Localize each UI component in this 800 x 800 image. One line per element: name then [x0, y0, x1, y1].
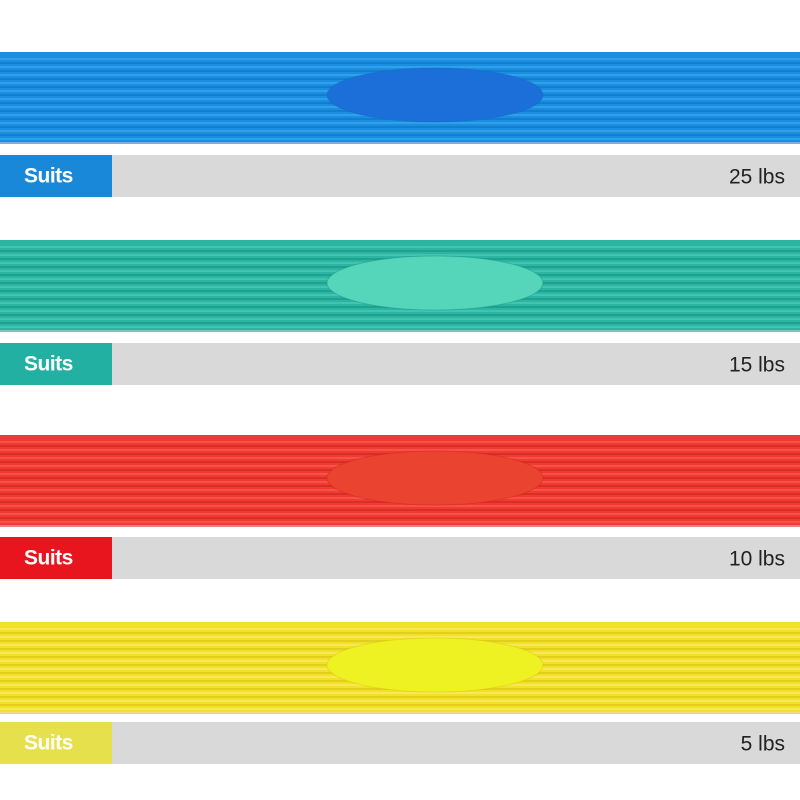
band-rib-shadow — [0, 62, 800, 64]
band-rib-shadow — [0, 632, 800, 634]
band-rib-highlight — [0, 122, 800, 124]
band-rib-shadow — [0, 134, 800, 136]
band-rib-shadow — [0, 517, 800, 519]
band-rib-highlight — [0, 246, 800, 248]
suits-label: Suits — [24, 353, 73, 376]
band-rib-shadow — [0, 330, 800, 332]
band-rib-shadow — [0, 142, 800, 144]
band-rib-shadow — [0, 126, 800, 128]
weight-label: 15 lbs — [729, 354, 785, 377]
suits-label: Suits — [24, 165, 73, 188]
band-rib-highlight — [0, 692, 800, 694]
band-rib-highlight — [0, 505, 800, 507]
resistance-band: Suits 25 lbs — [0, 52, 800, 197]
label-bar — [112, 155, 800, 197]
band-rib-shadow — [0, 712, 800, 714]
label-box — [0, 722, 112, 764]
label-box — [0, 343, 112, 385]
label-bar — [112, 343, 800, 385]
band-rib-highlight — [0, 326, 800, 328]
band-rib-highlight — [0, 318, 800, 320]
band-rib-shadow — [0, 314, 800, 316]
resistance-band: Suits 15 lbs — [0, 240, 800, 385]
resistance-band: Suits 5 lbs — [0, 622, 800, 764]
band-rib-highlight — [0, 513, 800, 515]
suits-label: Suits — [24, 547, 73, 570]
label-box — [0, 155, 112, 197]
band-rib-shadow — [0, 704, 800, 706]
band-rib-highlight — [0, 66, 800, 68]
band-rib-highlight — [0, 708, 800, 710]
band-rib-highlight — [0, 628, 800, 630]
label-bar — [112, 537, 800, 579]
band-grip — [326, 67, 544, 123]
band-rib-highlight — [0, 636, 800, 638]
band-rib-highlight — [0, 310, 800, 312]
band-rib-shadow — [0, 525, 800, 527]
band-rib-highlight — [0, 58, 800, 60]
band-rib-highlight — [0, 449, 800, 451]
weight-label: 5 lbs — [741, 733, 785, 756]
band-grip — [326, 450, 544, 506]
band-rib-shadow — [0, 322, 800, 324]
band-rib-shadow — [0, 696, 800, 698]
band-rib-shadow — [0, 509, 800, 511]
band-grip — [326, 255, 544, 311]
band-rib-highlight — [0, 130, 800, 132]
resistance-band: Suits 10 lbs — [0, 435, 800, 579]
weight-label: 25 lbs — [729, 166, 785, 189]
band-rib-highlight — [0, 254, 800, 256]
band-rib-shadow — [0, 445, 800, 447]
label-box — [0, 537, 112, 579]
band-rib-highlight — [0, 700, 800, 702]
band-rib-highlight — [0, 521, 800, 523]
band-rib-highlight — [0, 138, 800, 140]
band-rib-highlight — [0, 441, 800, 443]
band-rib-shadow — [0, 250, 800, 252]
band-grip — [326, 637, 544, 693]
label-bar — [112, 722, 800, 764]
weight-label: 10 lbs — [729, 548, 785, 571]
suits-label: Suits — [24, 732, 73, 755]
